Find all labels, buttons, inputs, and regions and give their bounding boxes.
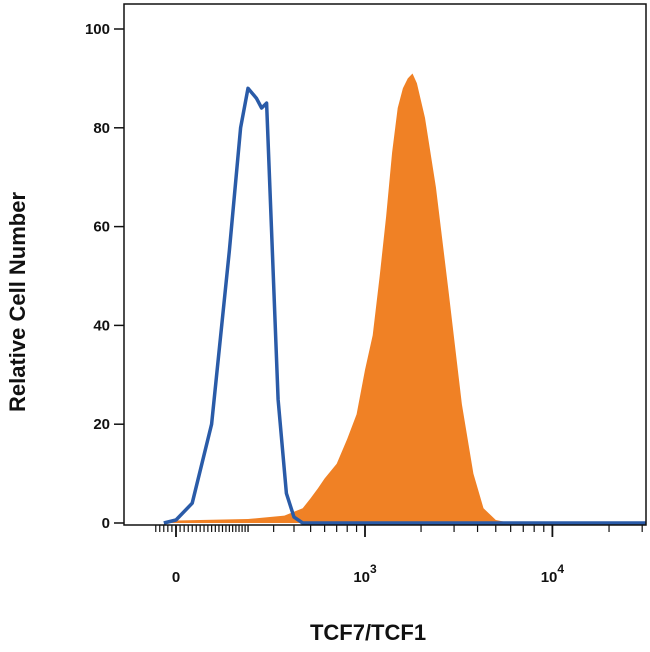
x-axis: 0103104105: [155, 525, 643, 586]
series-fill-1: [163, 73, 647, 523]
y-tick-label: 60: [93, 219, 110, 236]
y-tick-label: 80: [93, 120, 110, 137]
y-tick-label: 0: [102, 515, 110, 532]
plot-frame: [123, 3, 647, 526]
x-axis-title: TCF7/TCF1: [310, 620, 426, 645]
series-line-0: [163, 86, 646, 525]
y-axis-title: Relative Cell Number: [5, 192, 30, 413]
y-axis: 0 20 40 60 80 100: [85, 21, 124, 532]
y-tick-label: 40: [93, 317, 110, 334]
y-tick-label: 100: [85, 21, 110, 38]
x-tick-label: 104: [541, 562, 565, 586]
x-tick-label: 0: [172, 569, 180, 586]
x-tick-label: 103: [353, 562, 377, 586]
y-tick-label: 20: [93, 416, 110, 433]
plot-series: [163, 73, 647, 525]
